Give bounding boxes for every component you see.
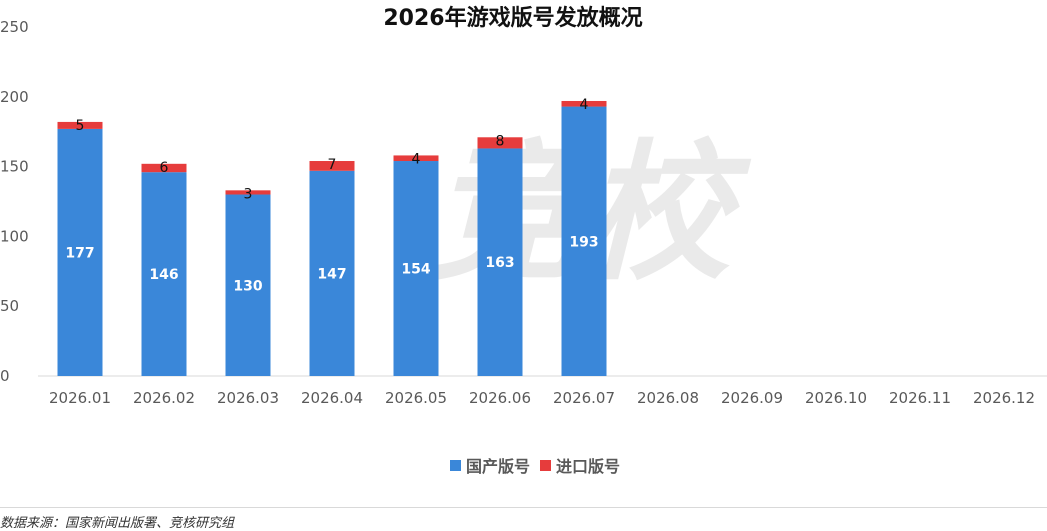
x-tick-label: 2026.05: [385, 389, 447, 407]
x-tick-label: 2026.04: [301, 389, 363, 407]
bar-imported: [393, 155, 439, 162]
data-label-domestic: 154: [401, 262, 430, 278]
data-label-domestic: 163: [485, 255, 514, 271]
data-label-imported: 4: [580, 97, 589, 113]
y-tick-label: 250: [0, 18, 29, 36]
data-label-domestic: 177: [65, 245, 94, 261]
bar-imported: [561, 100, 607, 107]
y-tick-label: 0: [0, 367, 10, 385]
bar-domestic: [561, 106, 607, 377]
bar-domestic: [225, 194, 271, 376]
data-label-imported: 7: [328, 157, 337, 173]
legend-swatch-domestic: [450, 460, 461, 471]
data-label-imported: 5: [76, 118, 85, 134]
bars: 177 5 146 6 130 3 147 7 154 4 163 8 193 4: [57, 97, 607, 377]
source-note: 数据来源：国家新闻出版署、竞核研究组: [0, 516, 235, 531]
legend-label-imported: 进口版号: [556, 457, 620, 476]
data-label-domestic: 147: [317, 266, 346, 282]
y-tick-label: 100: [0, 227, 29, 245]
legend-label-domestic: 国产版号: [466, 457, 530, 476]
footer-divider: [0, 507, 1047, 508]
legend-swatch-imported: [540, 460, 551, 471]
x-tick-label: 2026.07: [553, 389, 615, 407]
x-tick-label: 2026.03: [217, 389, 279, 407]
bar-domestic: [309, 170, 355, 376]
bar-imported: [477, 137, 523, 149]
y-tick-label: 200: [0, 88, 29, 106]
x-tick-label: 2026.11: [889, 389, 951, 407]
bar-domestic: [141, 172, 187, 376]
y-tick-label: 50: [0, 297, 19, 315]
x-axis: 2026.01 2026.02 2026.03 2026.04 2026.05 2026.…: [49, 389, 1035, 407]
data-label-domestic: 146: [149, 267, 178, 283]
y-tick-label: 150: [0, 158, 29, 176]
bar-imported: [141, 163, 187, 173]
bar-imported: [225, 190, 271, 195]
chart-title: 2026年游戏版号发放概况: [383, 5, 642, 31]
x-tick-label: 2026.01: [49, 389, 111, 407]
x-tick-label: 2026.12: [973, 389, 1035, 407]
data-label-imported: 4: [412, 151, 421, 167]
legend: 国产版号 进口版号: [450, 457, 620, 476]
bar-imported: [57, 121, 103, 129]
data-label-domestic: 193: [569, 234, 598, 250]
bar-domestic: [477, 148, 523, 376]
bar-domestic: [57, 128, 103, 376]
bar-domestic: [393, 161, 439, 376]
data-label-imported: 8: [496, 133, 505, 149]
x-tick-label: 2026.10: [805, 389, 867, 407]
data-label-imported: 3: [244, 186, 253, 202]
data-label-imported: 6: [160, 160, 169, 176]
x-tick-label: 2026.09: [721, 389, 783, 407]
x-tick-label: 2026.06: [469, 389, 531, 407]
x-tick-label: 2026.08: [637, 389, 699, 407]
x-tick-label: 2026.02: [133, 389, 195, 407]
bar-imported: [309, 161, 355, 171]
data-label-domestic: 130: [233, 278, 262, 294]
y-axis: 0 50 100 150 200 250: [0, 18, 29, 385]
